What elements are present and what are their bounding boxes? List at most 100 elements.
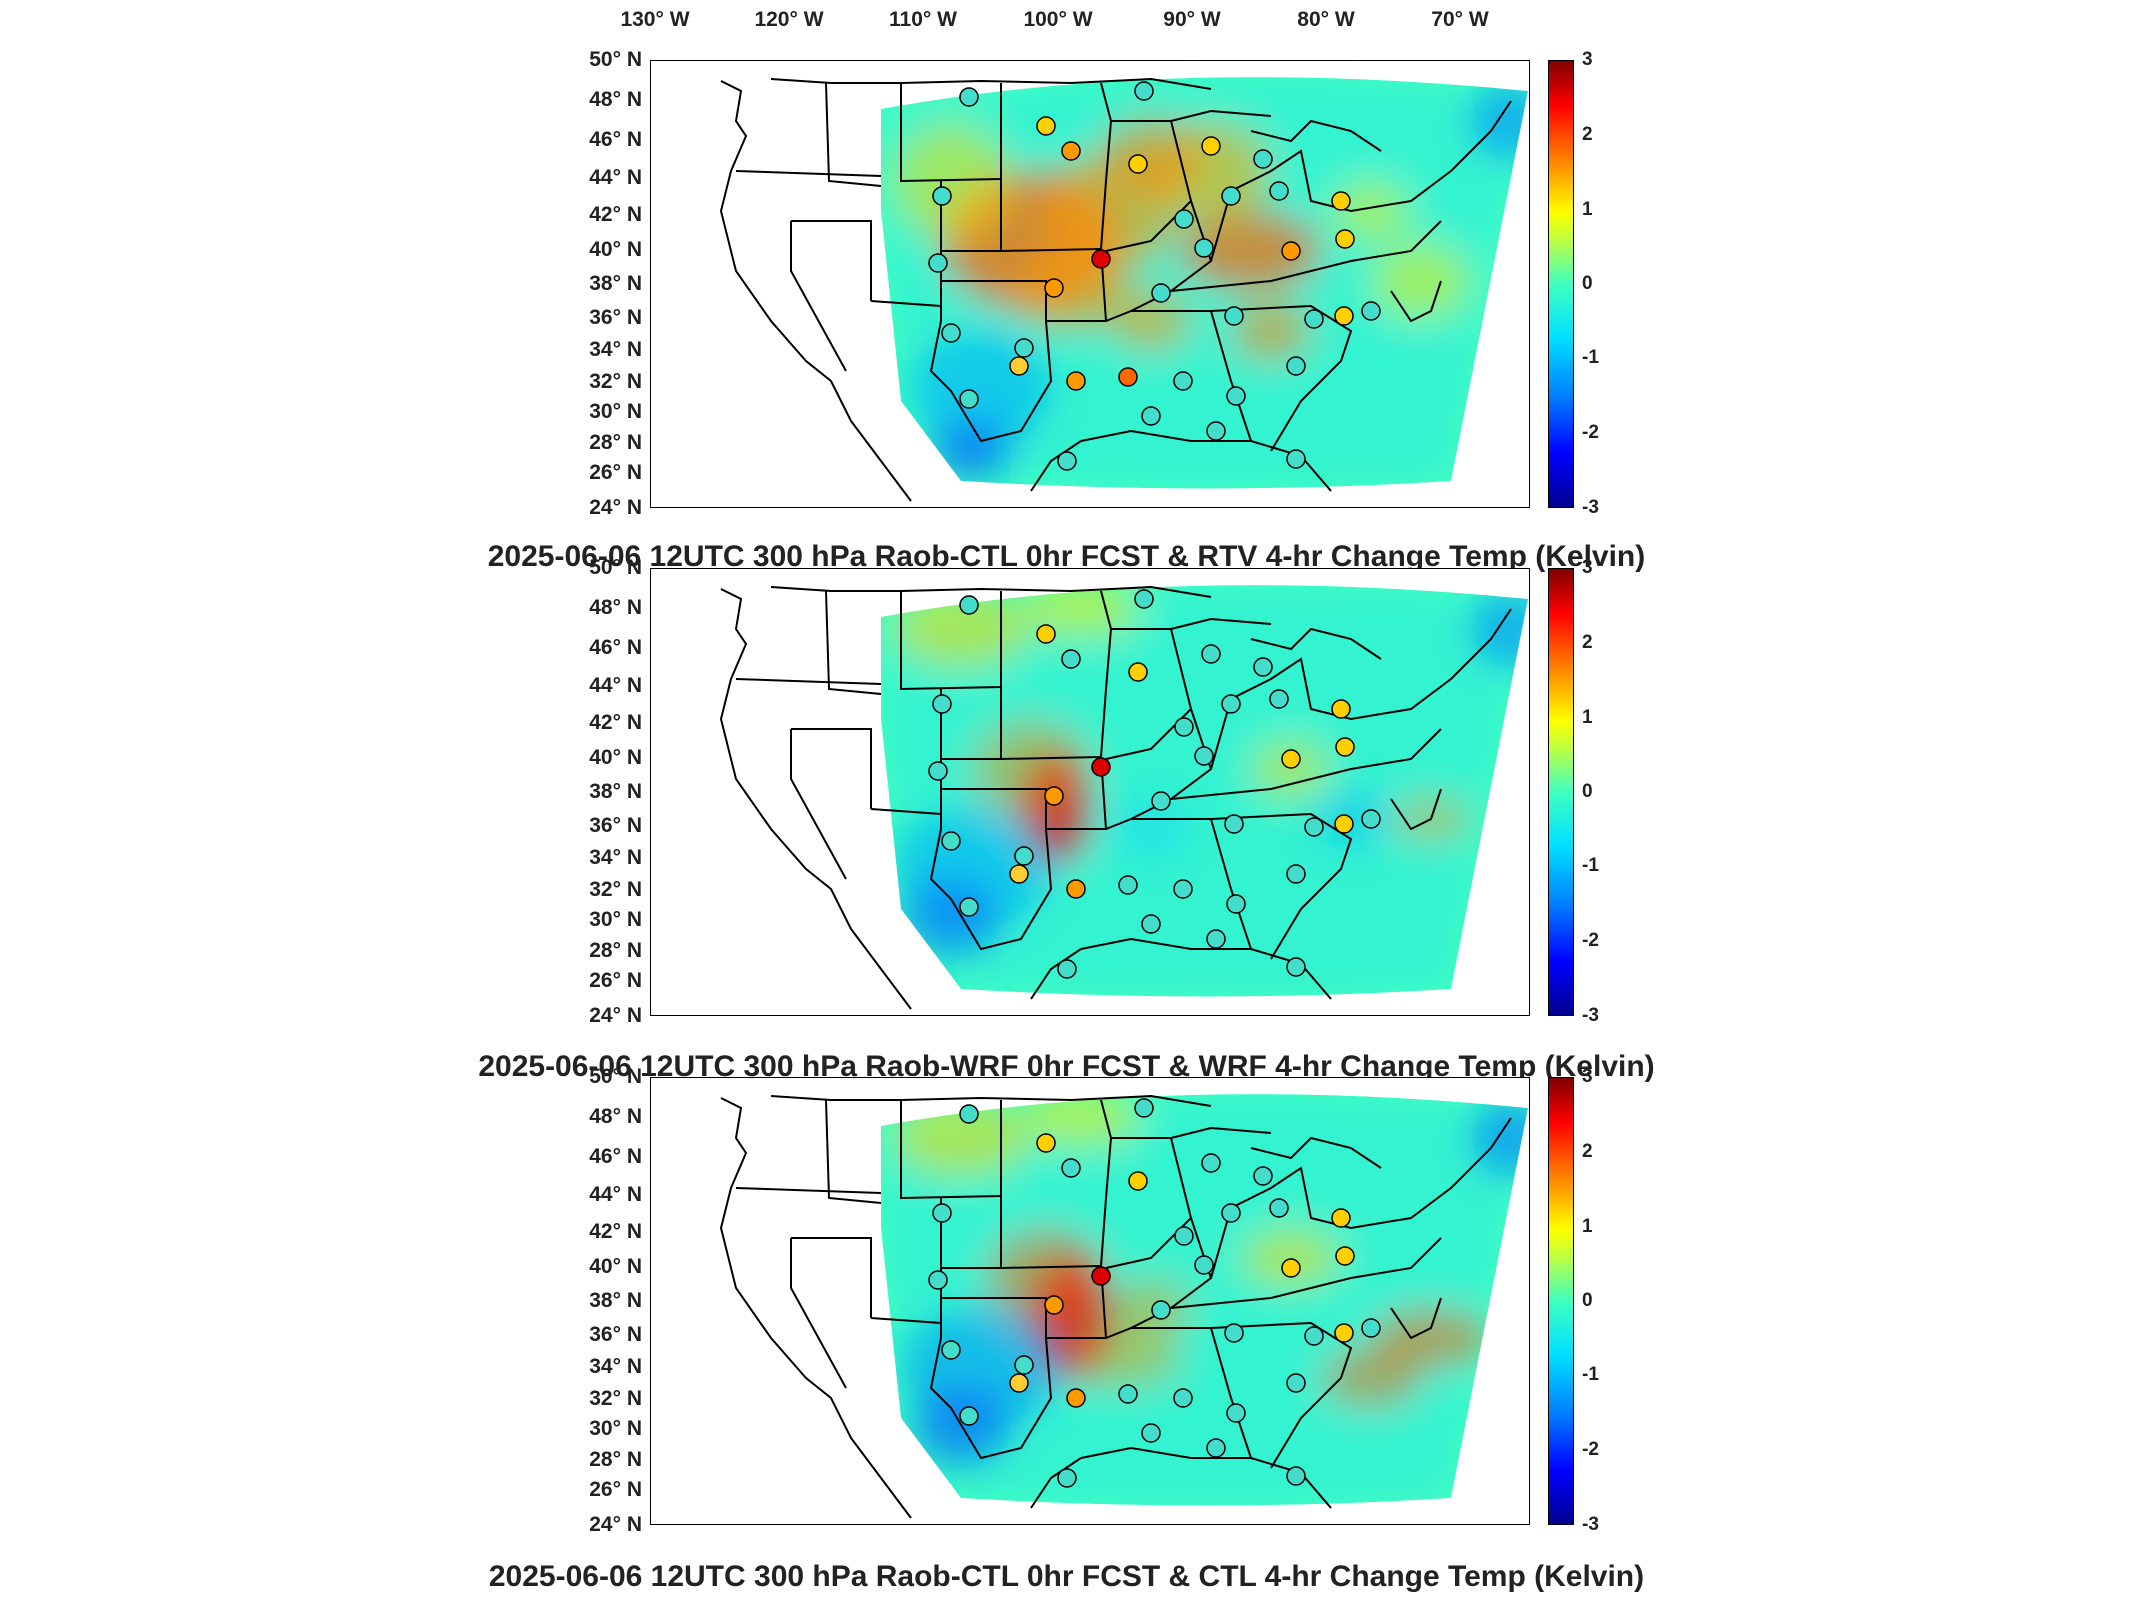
raob-station	[1221, 694, 1241, 714]
raob-station	[1281, 241, 1301, 261]
raob-station	[1118, 367, 1138, 387]
colorbar-tick: 2	[1582, 632, 1593, 653]
raob-station	[1335, 737, 1355, 757]
raob-station	[1141, 1423, 1161, 1443]
raob-station	[1141, 406, 1161, 426]
raob-station	[1286, 356, 1306, 376]
raob-station	[1286, 449, 1306, 469]
longitude-axis: 130° W 120° W 110° W 100° W 90° W 80° W …	[0, 0, 2133, 40]
lat-label: 38° N	[589, 780, 642, 803]
temperature-anomaly	[931, 421, 1011, 481]
boundary-line	[1210, 149, 1452, 262]
colorbar-tick: 3	[1582, 557, 1593, 578]
temperature-anomaly	[1331, 181, 1411, 241]
raob-station	[1134, 81, 1154, 101]
raob-station	[1281, 1258, 1301, 1278]
raob-station	[1044, 278, 1064, 298]
colorbar-tick: -1	[1582, 855, 1599, 876]
temperature-anomaly	[1111, 1278, 1191, 1338]
raob-station	[1206, 1438, 1226, 1458]
lat-label: 32° N	[589, 1387, 642, 1410]
boundary-line	[1210, 1166, 1452, 1279]
raob-station	[1253, 149, 1273, 169]
raob-station	[1335, 229, 1355, 249]
raob-station	[941, 323, 961, 343]
colorbar-tick: 0	[1582, 1290, 1593, 1311]
raob-station	[959, 1104, 979, 1124]
boundary-line	[1131, 818, 1252, 950]
colorbar	[1548, 568, 1574, 1016]
raob-station	[1201, 1153, 1221, 1173]
raob-station	[932, 694, 952, 714]
map-frame	[650, 1077, 1530, 1525]
raob-station	[941, 1340, 961, 1360]
boundary-line	[1390, 1297, 1442, 1340]
lat-label: 38° N	[589, 272, 642, 295]
panel-title: 2025-06-06 12UTC 300 hPa Raob-CTL 0hr FC…	[488, 1560, 1645, 1593]
temperature-anomaly	[971, 719, 1091, 819]
temperature-map	[719, 77, 1528, 502]
raob-station	[1066, 371, 1086, 391]
raob-station	[1057, 451, 1077, 471]
raob-station	[1286, 1466, 1306, 1486]
raob-station	[1066, 1388, 1086, 1408]
colorbar-tick: -3	[1582, 1005, 1599, 1026]
lat-label: 30° N	[589, 1417, 642, 1440]
raob-station	[1151, 791, 1171, 811]
lon-label: 80° W	[1297, 8, 1355, 31]
raob-station	[1036, 1133, 1056, 1153]
colorbar-tick: 0	[1582, 273, 1593, 294]
raob-station	[1194, 238, 1214, 258]
raob-station	[1286, 957, 1306, 977]
boundary-line	[1080, 429, 1332, 492]
boundary-line	[1250, 119, 1382, 152]
boundary-line	[719, 588, 912, 1010]
raob-station	[1036, 116, 1056, 136]
map-panel: 50° N 48° N 46° N 44° N 42° N 40° N 38° N 36° N…	[0, 48, 2133, 580]
raob-station	[1331, 699, 1351, 719]
colorbar-tick: -2	[1582, 422, 1599, 443]
boundary-line	[900, 83, 1002, 183]
map-frame	[650, 60, 1530, 508]
raob-station	[1128, 1171, 1148, 1191]
raob-station	[1269, 181, 1289, 201]
lat-label: 48° N	[589, 88, 642, 111]
raob-station	[1014, 846, 1034, 866]
panel-title: 2025-06-06 12UTC 300 hPa Raob-CTL 0hr FC…	[487, 540, 1646, 573]
temperature-map	[719, 1094, 1528, 1519]
boundary-line	[1210, 812, 1353, 960]
raob-station	[1009, 864, 1029, 884]
raob-station	[1118, 875, 1138, 895]
boundary-line	[719, 80, 912, 502]
raob-station	[1334, 1323, 1354, 1343]
boundary-line	[1100, 1099, 1113, 1267]
boundary-line	[900, 591, 1002, 691]
colorbar	[1548, 60, 1574, 508]
boundary-line	[929, 306, 1053, 443]
lat-label: 46° N	[589, 128, 642, 151]
raob-station	[959, 1406, 979, 1426]
raob-station	[1304, 1326, 1324, 1346]
raob-station	[1331, 191, 1351, 211]
raob-station	[1224, 306, 1244, 326]
boundary-line	[1170, 109, 1272, 122]
boundary-line	[790, 1238, 847, 1389]
boundary-line	[1170, 220, 1442, 292]
boundary-line	[735, 1187, 882, 1194]
raob-station	[928, 1270, 948, 1290]
lat-label: 44° N	[589, 166, 642, 189]
raob-station	[1361, 1318, 1381, 1338]
raob-station	[1286, 1373, 1306, 1393]
lat-label: 34° N	[589, 338, 642, 361]
raob-station	[1014, 1355, 1034, 1375]
temperature-anomaly	[911, 1388, 1011, 1468]
temperature-anomaly	[1471, 81, 1528, 161]
colorbar-tick: 3	[1582, 1066, 1593, 1087]
colorbar-tick: -3	[1582, 497, 1599, 518]
boundary-line	[825, 590, 882, 695]
lat-label: 46° N	[589, 636, 642, 659]
raob-station	[1269, 1198, 1289, 1218]
lat-label: 48° N	[589, 596, 642, 619]
boundary-line	[941, 247, 1108, 322]
boundary-line	[1250, 627, 1382, 660]
